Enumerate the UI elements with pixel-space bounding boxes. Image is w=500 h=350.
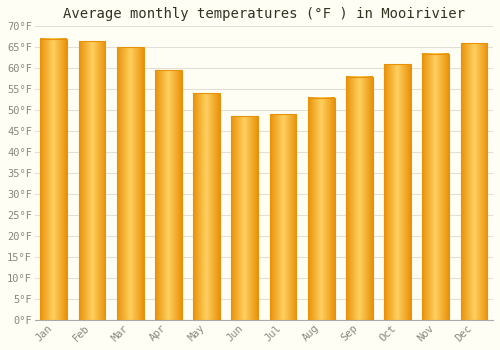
Bar (346, 77, 372, 320)
Bar (78, 41, 106, 320)
Bar (422, 54, 449, 320)
Bar (270, 114, 296, 320)
Bar (155, 70, 182, 320)
Bar (308, 98, 334, 320)
Bar (117, 47, 143, 320)
Bar (232, 117, 258, 320)
Title: Average monthly temperatures (°F ) in Mooirivier: Average monthly temperatures (°F ) in Mo… (63, 7, 465, 21)
Bar (40, 39, 67, 320)
Bar (384, 64, 411, 320)
Bar (193, 93, 220, 320)
Bar (460, 43, 487, 320)
